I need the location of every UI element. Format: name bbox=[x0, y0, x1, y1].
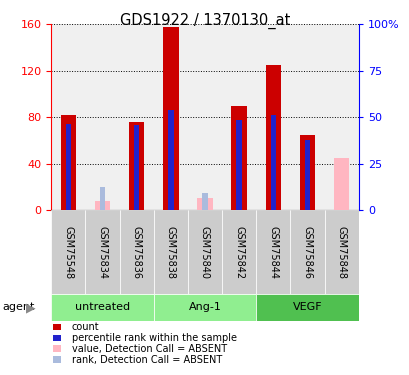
Bar bbox=[324, 210, 358, 294]
Bar bbox=[290, 210, 324, 294]
Text: Ang-1: Ang-1 bbox=[188, 303, 221, 312]
Text: GDS1922 / 1370130_at: GDS1922 / 1370130_at bbox=[119, 13, 290, 29]
Bar bbox=[202, 193, 207, 210]
Bar bbox=[163, 27, 178, 210]
Text: untreated: untreated bbox=[75, 303, 130, 312]
Text: ▶: ▶ bbox=[26, 301, 36, 314]
Text: GSM75834: GSM75834 bbox=[97, 226, 107, 279]
Text: rank, Detection Call = ABSENT: rank, Detection Call = ABSENT bbox=[72, 355, 221, 364]
Bar bbox=[153, 294, 256, 321]
Text: GSM75848: GSM75848 bbox=[336, 226, 346, 279]
Bar bbox=[333, 158, 348, 210]
Text: value, Detection Call = ABSENT: value, Detection Call = ABSENT bbox=[72, 344, 226, 354]
Bar bbox=[134, 125, 139, 210]
Bar bbox=[65, 124, 71, 210]
Text: GSM75548: GSM75548 bbox=[63, 226, 73, 279]
Bar bbox=[231, 106, 246, 210]
Bar bbox=[197, 198, 212, 210]
Text: GSM75842: GSM75842 bbox=[234, 226, 244, 279]
Text: agent: agent bbox=[2, 303, 34, 312]
Bar bbox=[119, 210, 153, 294]
Bar bbox=[51, 210, 85, 294]
Bar bbox=[265, 65, 280, 210]
Bar bbox=[168, 110, 173, 210]
Bar bbox=[61, 115, 76, 210]
Bar bbox=[256, 210, 290, 294]
Bar bbox=[256, 294, 358, 321]
Text: VEGF: VEGF bbox=[292, 303, 321, 312]
Bar bbox=[129, 122, 144, 210]
Text: count: count bbox=[72, 322, 99, 332]
Bar bbox=[153, 210, 187, 294]
Text: GSM75838: GSM75838 bbox=[165, 226, 175, 279]
Bar bbox=[94, 201, 110, 210]
Bar bbox=[99, 187, 105, 210]
Bar bbox=[51, 294, 153, 321]
Bar bbox=[187, 210, 222, 294]
Bar bbox=[299, 135, 315, 210]
Text: GSM75840: GSM75840 bbox=[200, 226, 209, 279]
Bar bbox=[85, 210, 119, 294]
Text: GSM75844: GSM75844 bbox=[267, 226, 278, 279]
Bar bbox=[304, 140, 310, 210]
Text: percentile rank within the sample: percentile rank within the sample bbox=[72, 333, 236, 343]
Text: GSM75846: GSM75846 bbox=[302, 226, 312, 279]
Text: GSM75836: GSM75836 bbox=[131, 226, 142, 279]
Bar bbox=[270, 115, 275, 210]
Bar bbox=[236, 120, 241, 210]
Bar bbox=[222, 210, 256, 294]
